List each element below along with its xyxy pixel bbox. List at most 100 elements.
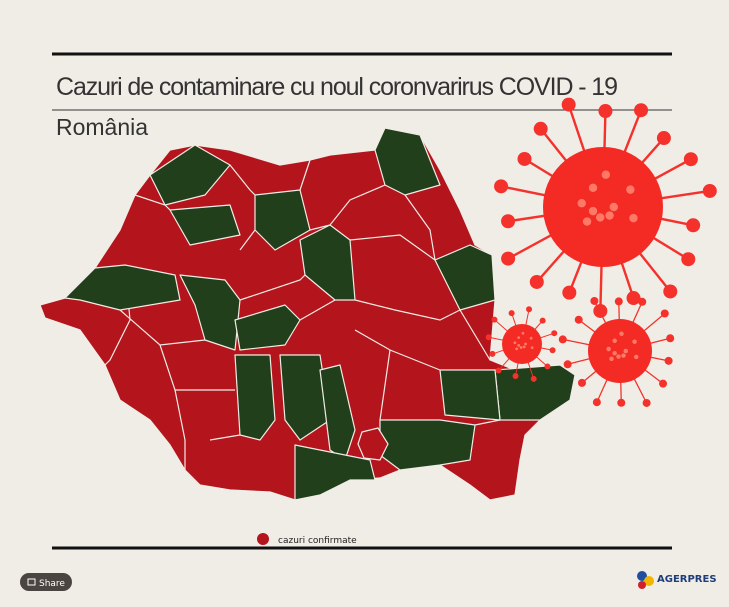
county xyxy=(299,224,356,301)
virus-knob xyxy=(512,372,519,379)
virus-knob xyxy=(544,363,551,370)
virus-body xyxy=(588,319,652,383)
virus-spot xyxy=(616,354,621,359)
virus-knob xyxy=(574,315,583,324)
virus-spot xyxy=(515,347,519,351)
virus-spot xyxy=(601,170,611,179)
virus-knob xyxy=(659,379,668,388)
virus-spot xyxy=(517,343,521,347)
virus-spot xyxy=(513,341,517,345)
virus-knob xyxy=(577,378,586,387)
virus-knob xyxy=(656,131,671,146)
county xyxy=(439,369,501,421)
logo-mark xyxy=(637,571,647,581)
virus-spot xyxy=(577,199,586,208)
virus-spot xyxy=(621,353,626,358)
virus-spot xyxy=(595,213,605,222)
virus-knob xyxy=(530,375,537,382)
legend-swatch xyxy=(257,533,269,545)
virus-spot xyxy=(519,346,523,349)
virus-spot xyxy=(582,217,592,226)
virus-spot xyxy=(629,213,638,223)
virus-spot xyxy=(623,348,628,354)
county xyxy=(279,354,331,441)
virus-spot xyxy=(609,356,614,362)
virus-knob xyxy=(683,152,698,167)
virus-spot xyxy=(632,339,637,344)
county xyxy=(234,354,276,441)
virus-knob xyxy=(660,309,669,318)
county xyxy=(319,364,356,461)
virus-knob xyxy=(491,316,498,323)
virus-spot xyxy=(588,183,598,193)
logo-mark xyxy=(638,581,646,589)
share-icon xyxy=(27,578,36,586)
share-label[interactable]: Share xyxy=(39,579,65,589)
bucharest xyxy=(357,427,389,461)
virus-knob xyxy=(539,317,546,324)
county xyxy=(169,204,241,246)
county xyxy=(234,304,301,351)
virus-knob xyxy=(642,398,651,407)
virus-spot xyxy=(626,185,635,194)
virus-knob xyxy=(626,291,641,306)
virus-knob xyxy=(533,121,548,136)
logo: AGERPRES xyxy=(637,571,717,589)
virus-knob xyxy=(702,183,717,198)
title: Cazuri de contaminare cu noul coronvarir… xyxy=(56,73,618,101)
virus-knob xyxy=(563,360,572,369)
virus-knob xyxy=(549,347,556,354)
logo-text: AGERPRES xyxy=(657,574,717,585)
county xyxy=(374,127,441,196)
virus-spot xyxy=(619,331,624,337)
virus-knob xyxy=(593,303,608,318)
legend-label: cazuri confirmate xyxy=(278,536,357,546)
share-button[interactable]: Share xyxy=(20,573,72,591)
virus-knob xyxy=(517,151,532,166)
virus-spot xyxy=(606,346,611,352)
county xyxy=(64,264,181,311)
virus-knob xyxy=(494,179,509,194)
virus-spot xyxy=(530,346,534,350)
virus-spot xyxy=(522,345,526,349)
county xyxy=(434,244,496,311)
virus-knob xyxy=(526,306,533,313)
red-county-borders xyxy=(104,159,501,470)
virus-knob xyxy=(495,367,502,374)
virus-knob xyxy=(562,285,577,300)
virus-spot xyxy=(612,350,617,356)
virus-knob xyxy=(634,103,649,118)
virus-body xyxy=(502,324,542,364)
county xyxy=(294,444,376,501)
virus-spot xyxy=(517,336,521,340)
map xyxy=(39,127,576,501)
virus-knob xyxy=(664,356,673,365)
virus-spot xyxy=(524,342,527,346)
virus-knob xyxy=(614,297,623,306)
virus-illustrations xyxy=(485,97,717,407)
virus-spot xyxy=(633,354,639,360)
county xyxy=(254,189,311,251)
virus-knob xyxy=(551,330,558,337)
virus-spot xyxy=(612,338,617,344)
virus-knob xyxy=(590,296,599,305)
virus-knob xyxy=(561,97,576,112)
county xyxy=(149,144,231,206)
virus-knob xyxy=(617,398,626,407)
virus-knob xyxy=(638,297,647,306)
virus-body xyxy=(543,147,663,267)
virus-knob xyxy=(592,398,601,407)
virus-spot xyxy=(588,206,598,216)
logo-mark xyxy=(644,576,654,586)
virus-knob xyxy=(529,274,544,289)
virus-knob xyxy=(598,104,613,119)
county xyxy=(179,274,241,351)
virus-knob xyxy=(663,284,678,299)
virus-knob xyxy=(666,334,675,343)
virus-knob xyxy=(686,218,701,233)
virus-spot xyxy=(609,202,618,212)
share-background[interactable] xyxy=(20,573,72,591)
virus-knob xyxy=(681,252,696,267)
virus-knob xyxy=(485,334,492,341)
